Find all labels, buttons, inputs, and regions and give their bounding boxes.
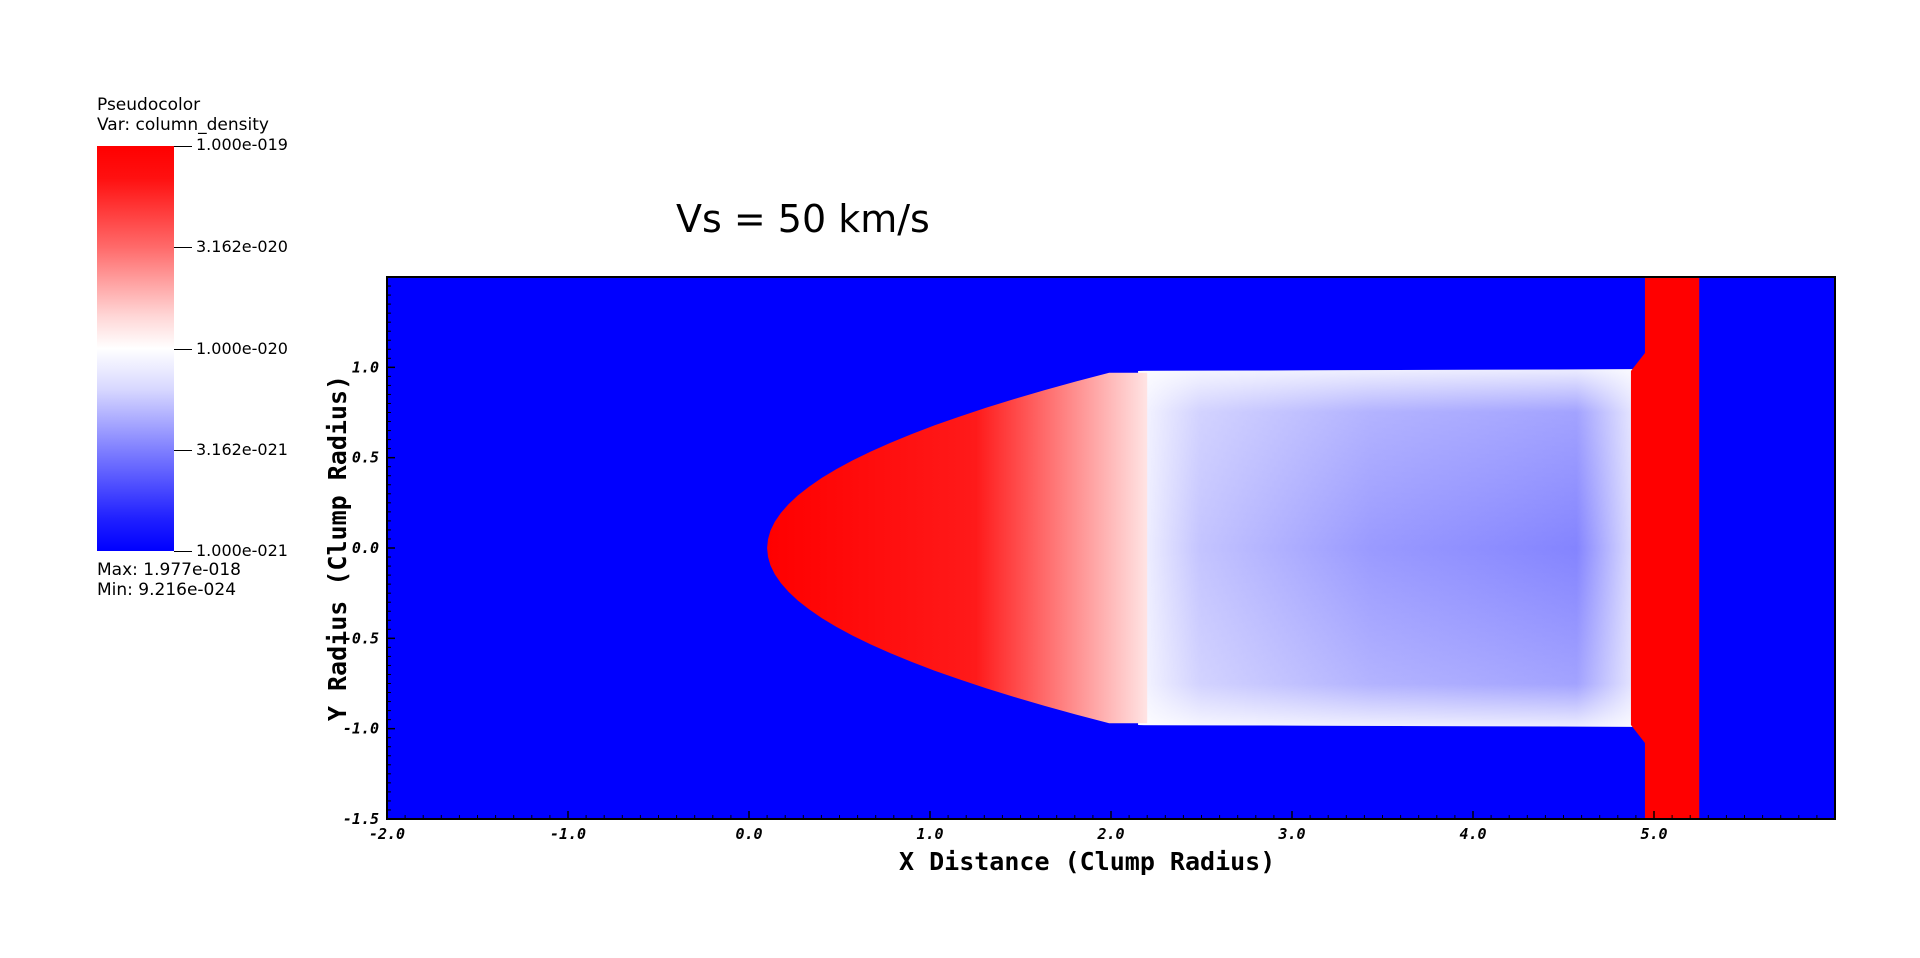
legend-tick-mark	[174, 146, 192, 147]
legend-tick-label: 1.000e-020	[196, 339, 288, 358]
x-tick-label: 2.0	[1096, 825, 1124, 843]
heatmap-shock-front	[1630, 277, 1700, 819]
legend-tick-mark	[174, 551, 192, 552]
legend-max: Max: 1.977e-018	[97, 560, 241, 580]
y-tick-label: 0.0	[352, 539, 379, 557]
y-tick-label: -0.5	[343, 629, 379, 647]
legend-tick-mark	[174, 247, 192, 248]
legend-tick-mark	[174, 349, 192, 350]
x-tick-label: -2.0	[369, 825, 405, 843]
y-tick-label: -1.5	[343, 810, 379, 828]
x-axis-title: X Distance (Clump Radius)	[899, 847, 1276, 876]
x-axis-ticks: -2.0 -1.0 0.0 1.0 2.0 3.0 4.0 5.0	[369, 811, 1836, 843]
x-tick-label: -1.0	[550, 825, 586, 843]
legend-tick-label: 3.162e-021	[196, 440, 288, 459]
legend-colorbar	[97, 146, 174, 551]
legend-tick-label: 1.000e-019	[196, 135, 288, 154]
y-tick-label: -1.0	[343, 720, 379, 738]
y-axis-ticks: -1.5 -1.0 -0.5 0.0 0.5 1.0	[343, 276, 395, 828]
x-tick-label: 3.0	[1277, 825, 1305, 843]
legend-min: Min: 9.216e-024	[97, 580, 237, 600]
x-tick-label: 1.0	[916, 825, 943, 843]
y-tick-label: 1.0	[352, 358, 379, 376]
x-tick-label: 5.0	[1640, 825, 1667, 843]
y-tick-label: 0.5	[352, 449, 379, 467]
chart-title: Vs = 50 km/s	[676, 197, 930, 241]
heatmap-clump-head	[767, 372, 1148, 724]
legend-tick-label: 1.000e-021	[196, 541, 288, 560]
legend-variable: Var: column_density	[97, 115, 269, 135]
legend-plot-type: Pseudocolor	[97, 95, 201, 115]
y-axis-title: Y Radius (Clump Radius)	[323, 374, 352, 722]
legend-tick-label: 3.162e-020	[196, 237, 288, 256]
heatmap-clump-tail-edge	[1138, 369, 1654, 727]
legend-tick-mark	[174, 450, 192, 451]
x-tick-label: 4.0	[1459, 825, 1486, 843]
x-tick-label: 0.0	[735, 825, 762, 843]
heatmap-image	[387, 277, 1835, 819]
